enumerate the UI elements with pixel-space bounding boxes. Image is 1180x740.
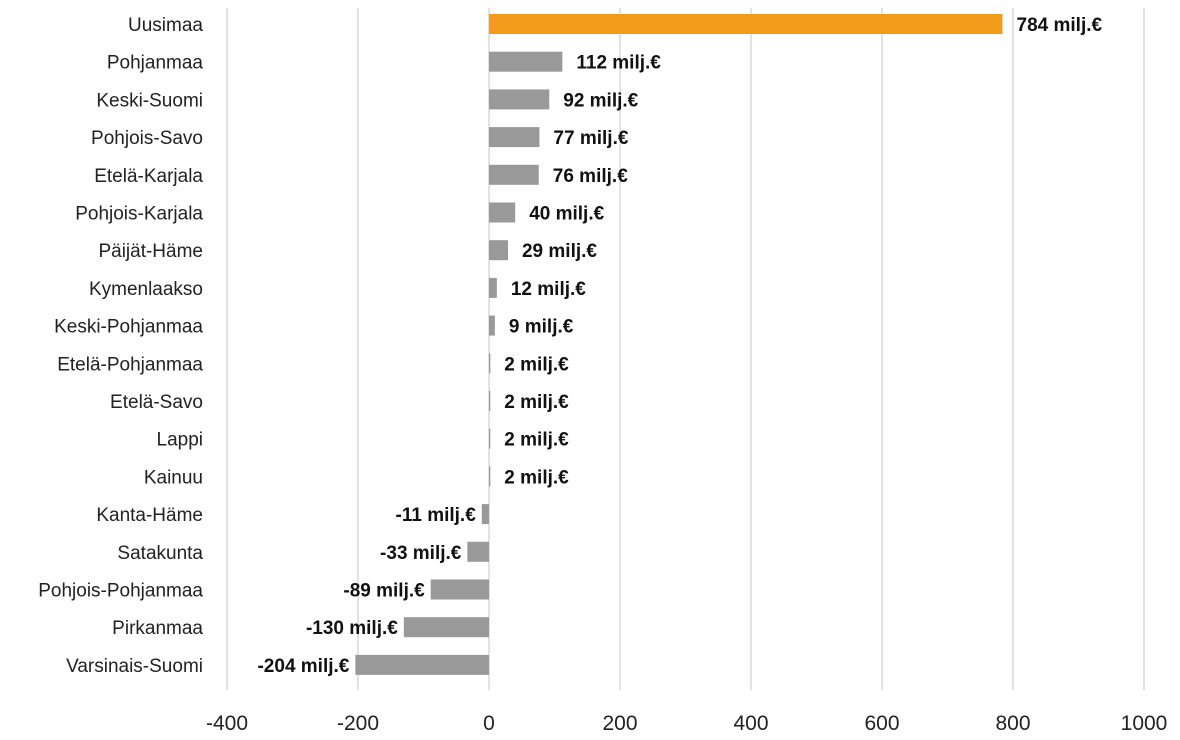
value-label: 112 milj.€ [576, 53, 661, 74]
value-label: 9 milj.€ [509, 317, 574, 338]
category-label: Kainuu [144, 467, 203, 488]
bar [489, 466, 491, 487]
value-label: -33 milj.€ [380, 543, 462, 564]
category-label: Keski-Pohjanmaa [54, 317, 203, 338]
value-label: 29 milj.€ [522, 241, 597, 262]
value-label: -11 milj.€ [396, 505, 477, 526]
category-label: Pohjois-Karjala [75, 204, 203, 225]
category-label: Kanta-Häme [96, 505, 203, 526]
category-label: Pohjanmaa [107, 53, 204, 74]
x-tick-label: 400 [733, 712, 768, 735]
bar [489, 14, 1003, 34]
bar [489, 202, 516, 223]
bar [489, 164, 539, 185]
value-label: -204 milj.€ [257, 656, 349, 677]
bar [481, 504, 489, 525]
bar [489, 51, 563, 72]
value-label: 12 milj.€ [511, 279, 586, 300]
x-axis-tick-labels: -400 -200 0 200 400 600 800 1000 [206, 712, 1167, 735]
bar [489, 391, 491, 411]
category-label: Uusimaa [128, 15, 203, 36]
gridlines [226, 8, 1145, 690]
x-tick-label: 200 [602, 712, 637, 735]
category-label: Lappi [157, 430, 204, 451]
x-tick-label: 0 [483, 712, 495, 735]
value-label: 92 milj.€ [563, 90, 638, 111]
bar [430, 579, 489, 600]
value-label: 2 milj.€ [504, 430, 569, 451]
value-label: 2 milj.€ [504, 467, 569, 488]
value-label: -89 milj.€ [343, 581, 425, 602]
x-tick-label: 1000 [1121, 712, 1168, 735]
category-label: Pohjois-Savo [91, 128, 203, 149]
value-label: 77 milj.€ [553, 128, 628, 149]
category-label: Etelä-Karjala [94, 166, 203, 187]
bar [489, 240, 508, 261]
value-label: 76 milj.€ [553, 166, 628, 187]
x-tick-label: 600 [864, 712, 899, 735]
x-tick-label: 800 [995, 712, 1030, 735]
category-label: Pohjois-Pohjanmaa [38, 581, 203, 602]
bar [467, 541, 489, 562]
category-labels: Uusimaa Pohjanmaa Keski-Suomi Pohjois-Savo E… [38, 15, 203, 677]
category-label: Satakunta [117, 543, 203, 564]
category-label: Etelä-Pohjanmaa [57, 354, 203, 375]
bar [355, 654, 489, 675]
bar [489, 428, 491, 449]
value-label: -130 milj.€ [306, 618, 398, 639]
value-label: 40 milj.€ [529, 204, 604, 225]
bar [489, 353, 491, 374]
bars [355, 14, 1003, 675]
bar [489, 89, 550, 110]
category-label: Keski-Suomi [96, 90, 203, 111]
x-tick-label: -200 [337, 712, 379, 735]
category-label: Pirkanmaa [112, 618, 203, 639]
value-label: 784 milj.€ [1017, 15, 1103, 36]
value-label: 2 milj.€ [504, 392, 569, 413]
bar [489, 277, 497, 298]
bar [489, 127, 540, 148]
bar [403, 617, 489, 638]
category-label: Etelä-Savo [110, 392, 203, 413]
category-label: Kymenlaakso [89, 279, 203, 300]
value-labels: 784 milj.€ 112 milj.€ 92 milj.€ 77 milj.€ 76… [257, 15, 1102, 677]
category-label: Päijät-Häme [98, 241, 203, 262]
bar [489, 315, 495, 336]
category-label: Varsinais-Suomi [66, 656, 203, 677]
value-label: 2 milj.€ [504, 354, 569, 375]
x-tick-label: -400 [206, 712, 248, 735]
